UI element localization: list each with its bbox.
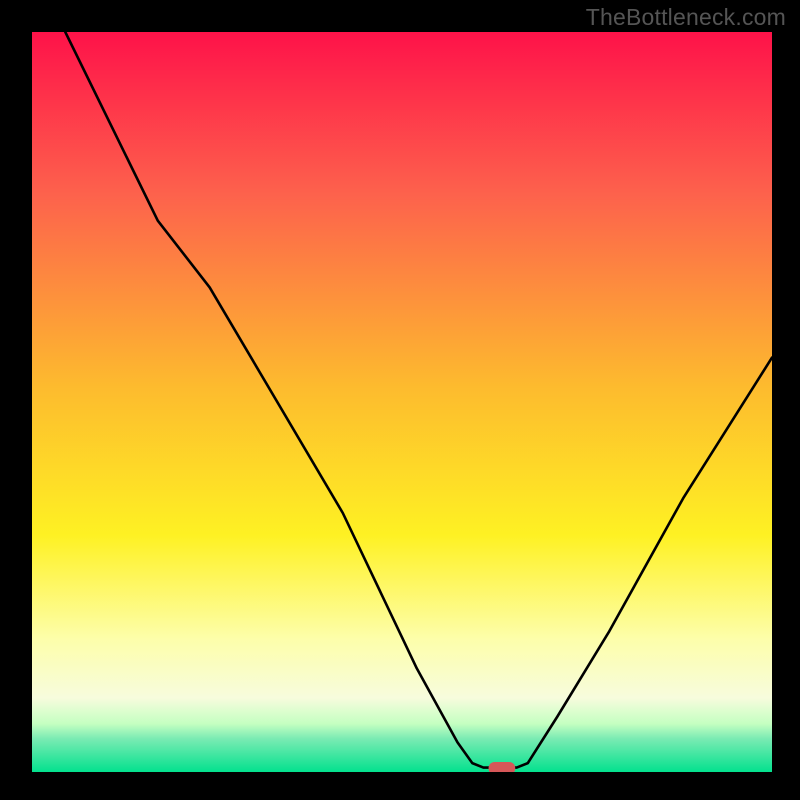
gradient-background [32,32,772,772]
chart-frame: TheBottleneck.com [0,0,800,800]
optimum-marker [489,762,516,772]
watermark-text: TheBottleneck.com [586,4,786,31]
plot-svg [32,32,772,772]
plot-area [32,32,772,772]
